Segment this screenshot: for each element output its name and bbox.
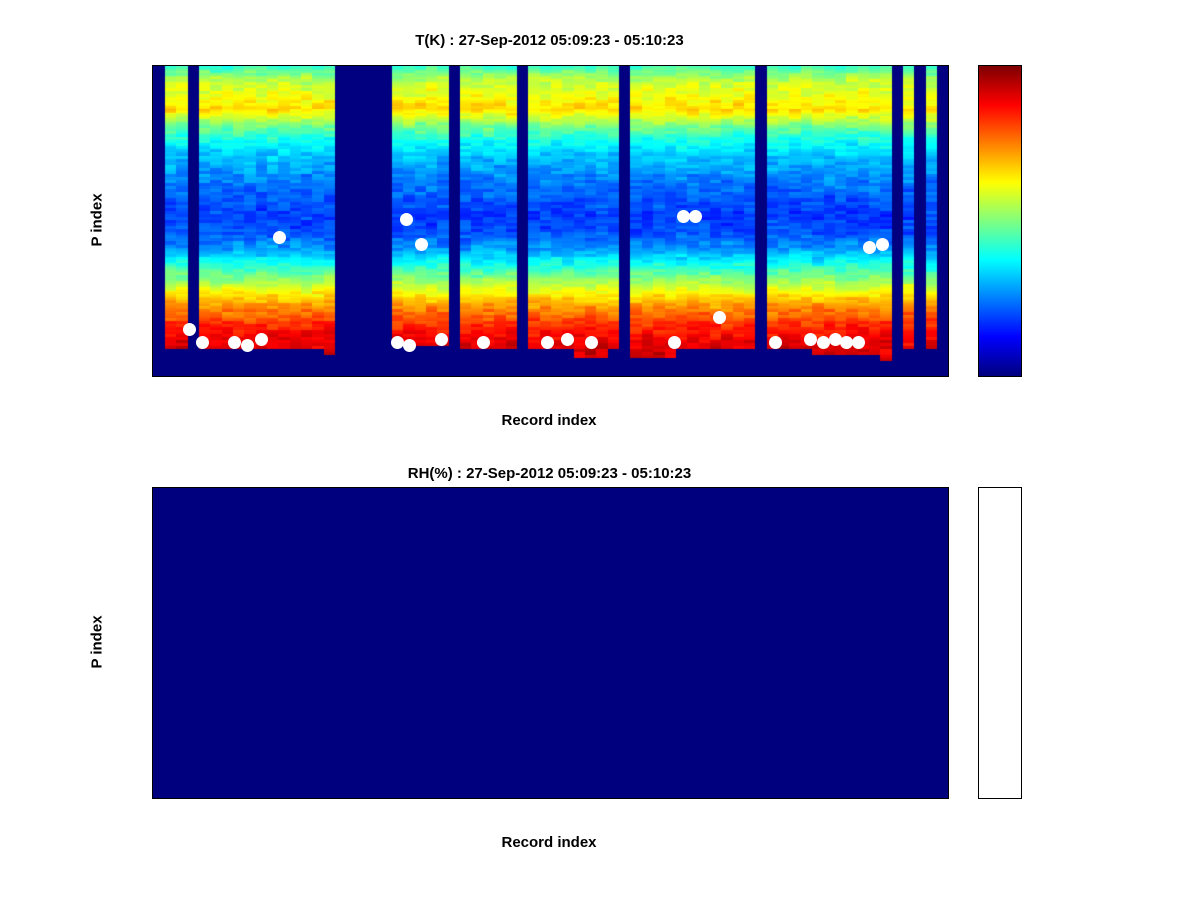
temperature-xlabel: Record index [501,412,597,429]
temperature-axes [152,65,949,377]
humidity-heatmap [153,488,948,798]
humidity-colorbar-gradient [979,488,1021,798]
temperature-panel: T(K) : 27-Sep-2012 05:09:23 - 05:10:23 R… [88,32,1022,429]
panel-title-temperature: T(K) : 27-Sep-2012 05:09:23 - 05:10:23 [415,32,684,49]
panel-title-humidity: RH(%) : 27-Sep-2012 05:09:23 - 05:10:23 [407,465,692,482]
humidity-xlabel: Record index [501,834,597,851]
humidity-colorbar [978,487,1022,799]
humidity-axes [152,487,949,799]
temperature-ylabel: P index [88,193,106,247]
temperature-colorbar-gradient [979,66,1021,376]
humidity-panel: RH(%) : 27-Sep-2012 05:09:23 - 05:10:23 … [0,450,1200,900]
temperature-colorbar [978,65,1022,377]
humidity-ylabel: P index [88,615,106,669]
temperature-heatmap [153,66,948,376]
